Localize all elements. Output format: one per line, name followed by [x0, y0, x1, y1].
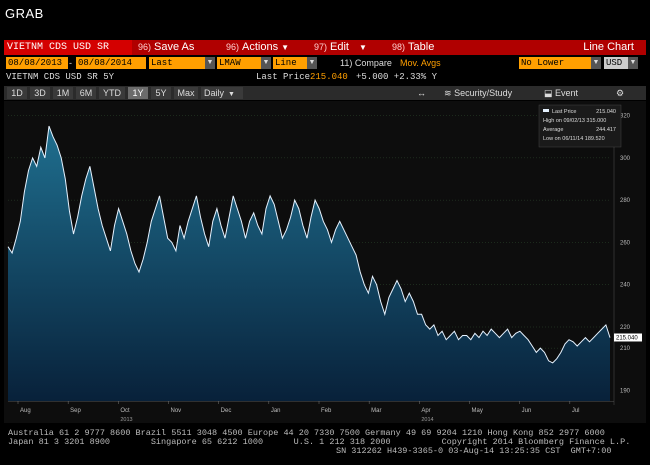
window-title: GRAB [5, 6, 44, 21]
y-tick-label: 190 [620, 388, 631, 394]
period-1y[interactable]: 1Y [128, 87, 148, 99]
y-tick-label: 320 [620, 114, 631, 120]
legend-last-price: Last Price [552, 109, 576, 115]
function-bar: VIETNM CDS USD SR 96) Save As 96) Actions ▼… [4, 40, 646, 55]
view-label: Line Chart [583, 41, 634, 53]
security-study-label: Security/Study [454, 88, 513, 98]
info-row: VIETNM CDS USD SR 5Y Last Price 215.040 … [4, 72, 646, 84]
price-chart[interactable]: 190 210 220 240 260 280 300 320 Aug Sep Oct Nov Dec… [4, 101, 646, 423]
year-label: 2013 [120, 417, 132, 423]
y-tick-label: 260 [620, 240, 631, 246]
x-tick-label: Oct [120, 408, 130, 414]
edit-button[interactable]: 97) Edit ▼ [314, 40, 367, 55]
footer-line-3: SN 312262 H439-3365-0 03-Aug-14 13:25:35… [336, 446, 612, 456]
x-tick-label: Jan [271, 408, 281, 414]
period-1d[interactable]: 1D [7, 87, 27, 99]
last-price-label: Last Price [256, 72, 311, 82]
x-tick-label: Dec [221, 408, 232, 414]
y-tick-label: 220 [620, 325, 631, 331]
table-label: Table [408, 41, 435, 53]
style-dropdown-icon[interactable]: ▼ [307, 57, 317, 69]
legend-average: Average [543, 127, 563, 133]
currency-dropdown-icon[interactable]: ▼ [628, 57, 638, 69]
last-value-box [614, 333, 642, 342]
x-tick-label: Nov [171, 408, 182, 414]
period-max[interactable]: Max [174, 87, 198, 99]
footer-line-1: Australia 61 2 9777 8600 Brazil 5511 304… [8, 428, 605, 438]
period-5y[interactable]: 5Y [151, 87, 171, 99]
indicator-select[interactable]: LMAW [217, 57, 261, 69]
footer-line-2: Japan 81 3 3201 8900 Singapore 65 6212 1… [8, 437, 631, 447]
study-icon: ≋ [444, 88, 452, 98]
field-select[interactable]: Last Price [149, 57, 205, 80]
period-1m[interactable]: 1M [53, 87, 73, 99]
actions-number: 96) [226, 42, 240, 52]
save-as-button[interactable]: 96) Save As [138, 40, 194, 55]
actions-button[interactable]: 96) Actions ▼ [226, 40, 289, 55]
save-as-label: Save As [154, 41, 195, 53]
x-tick-label: Mar [371, 408, 381, 414]
x-tick-label: May [472, 408, 483, 414]
x-axis: Aug Sep Oct Nov Dec Jan Feb Mar Apr May Jun Jul 2013… [8, 401, 614, 423]
security-name: VIETNM CDS USD SR 5Y [6, 72, 115, 82]
x-tick-label: Aug [20, 408, 31, 414]
period-6m[interactable]: 6M [76, 87, 96, 99]
event-label: Event [555, 88, 579, 98]
legend-high: High on 09/02/13 315.000 [543, 118, 606, 124]
ticker-field[interactable]: VIETNM CDS USD SR [4, 40, 132, 55]
table-button[interactable]: 98) Table [392, 40, 434, 55]
x-tick-label: Feb [321, 408, 332, 414]
style-select[interactable]: Line [273, 57, 307, 69]
price-line [7, 125, 611, 364]
x-tick-label: Jun [522, 408, 532, 414]
y-axis: 190 210 220 240 260 280 300 320 [613, 105, 631, 405]
y-tick-label: 240 [620, 283, 631, 289]
event-button[interactable]: ⬓ Event [544, 87, 578, 99]
zoom-arrows-icon[interactable]: ↔ [417, 88, 426, 98]
y-tick-label: 300 [620, 156, 631, 162]
lower-chart-select[interactable]: No Lower Chart [519, 57, 591, 80]
legend-average-value: 244.417 [596, 127, 616, 133]
period-ytd[interactable]: YTD [99, 87, 125, 99]
last-value-marker: 215.040 [614, 333, 642, 342]
compare-label[interactable]: 11) Compare [340, 58, 392, 68]
frequency-label: Daily [204, 88, 225, 98]
field-dropdown-icon[interactable]: ▼ [205, 57, 215, 69]
price-change: +5.000 +2.33% Y [356, 72, 438, 82]
edit-label: Edit [330, 41, 349, 53]
table-number: 98) [392, 42, 406, 52]
chevron-down-icon: ▼ [228, 91, 235, 98]
event-icon: ⬓ [544, 88, 553, 98]
security-study-button[interactable]: ≋ Security/Study [444, 87, 512, 99]
legend-last-value: 215.040 [596, 109, 616, 115]
period-3d[interactable]: 3D [30, 87, 50, 99]
date-separator: - [69, 58, 72, 68]
save-as-number: 96) [138, 42, 152, 52]
period-row: 1D 3D 1M 6M YTD 1Y 5Y Max Daily ▼ ↔ ≋ Sec… [4, 86, 646, 100]
start-date-field[interactable]: 08/08/2013 [6, 57, 68, 69]
legend-low: Low on 06/11/14 189.520 [543, 136, 605, 142]
x-tick-label: Sep [70, 408, 81, 414]
chart-legend: Last Price 215.040 High on 09/02/13 315.… [538, 104, 622, 148]
actions-label: Actions [242, 41, 279, 53]
x-tick-label: Jul [572, 408, 580, 414]
indicator-dropdown-icon[interactable]: ▼ [261, 57, 271, 69]
price-area [8, 126, 610, 401]
y-tick-label: 210 [620, 346, 631, 352]
chevron-down-icon: ▼ [281, 43, 290, 52]
currency-select[interactable]: USD [604, 57, 628, 69]
settings-gear-icon[interactable]: ⚙ [616, 88, 625, 98]
chevron-down-icon: ▼ [358, 43, 367, 52]
edit-number: 97) [314, 42, 328, 52]
last-value-label: 215.040 [616, 336, 638, 342]
parameter-row: 08/08/2013 - 08/08/2014 Last Price ▼ LMA… [4, 56, 646, 80]
y-tick-label: 280 [620, 198, 631, 204]
frequency-select[interactable]: Daily ▼ [201, 87, 243, 99]
last-price-value: 215.040 [310, 72, 348, 82]
end-date-field[interactable]: 08/08/2014 [76, 57, 146, 69]
x-tick-label: Apr [421, 408, 430, 414]
lower-chart-dropdown-icon[interactable]: ▼ [591, 57, 601, 69]
year-label: 2014 [421, 417, 433, 423]
compare-value[interactable]: Mov. Avgs [400, 58, 441, 68]
